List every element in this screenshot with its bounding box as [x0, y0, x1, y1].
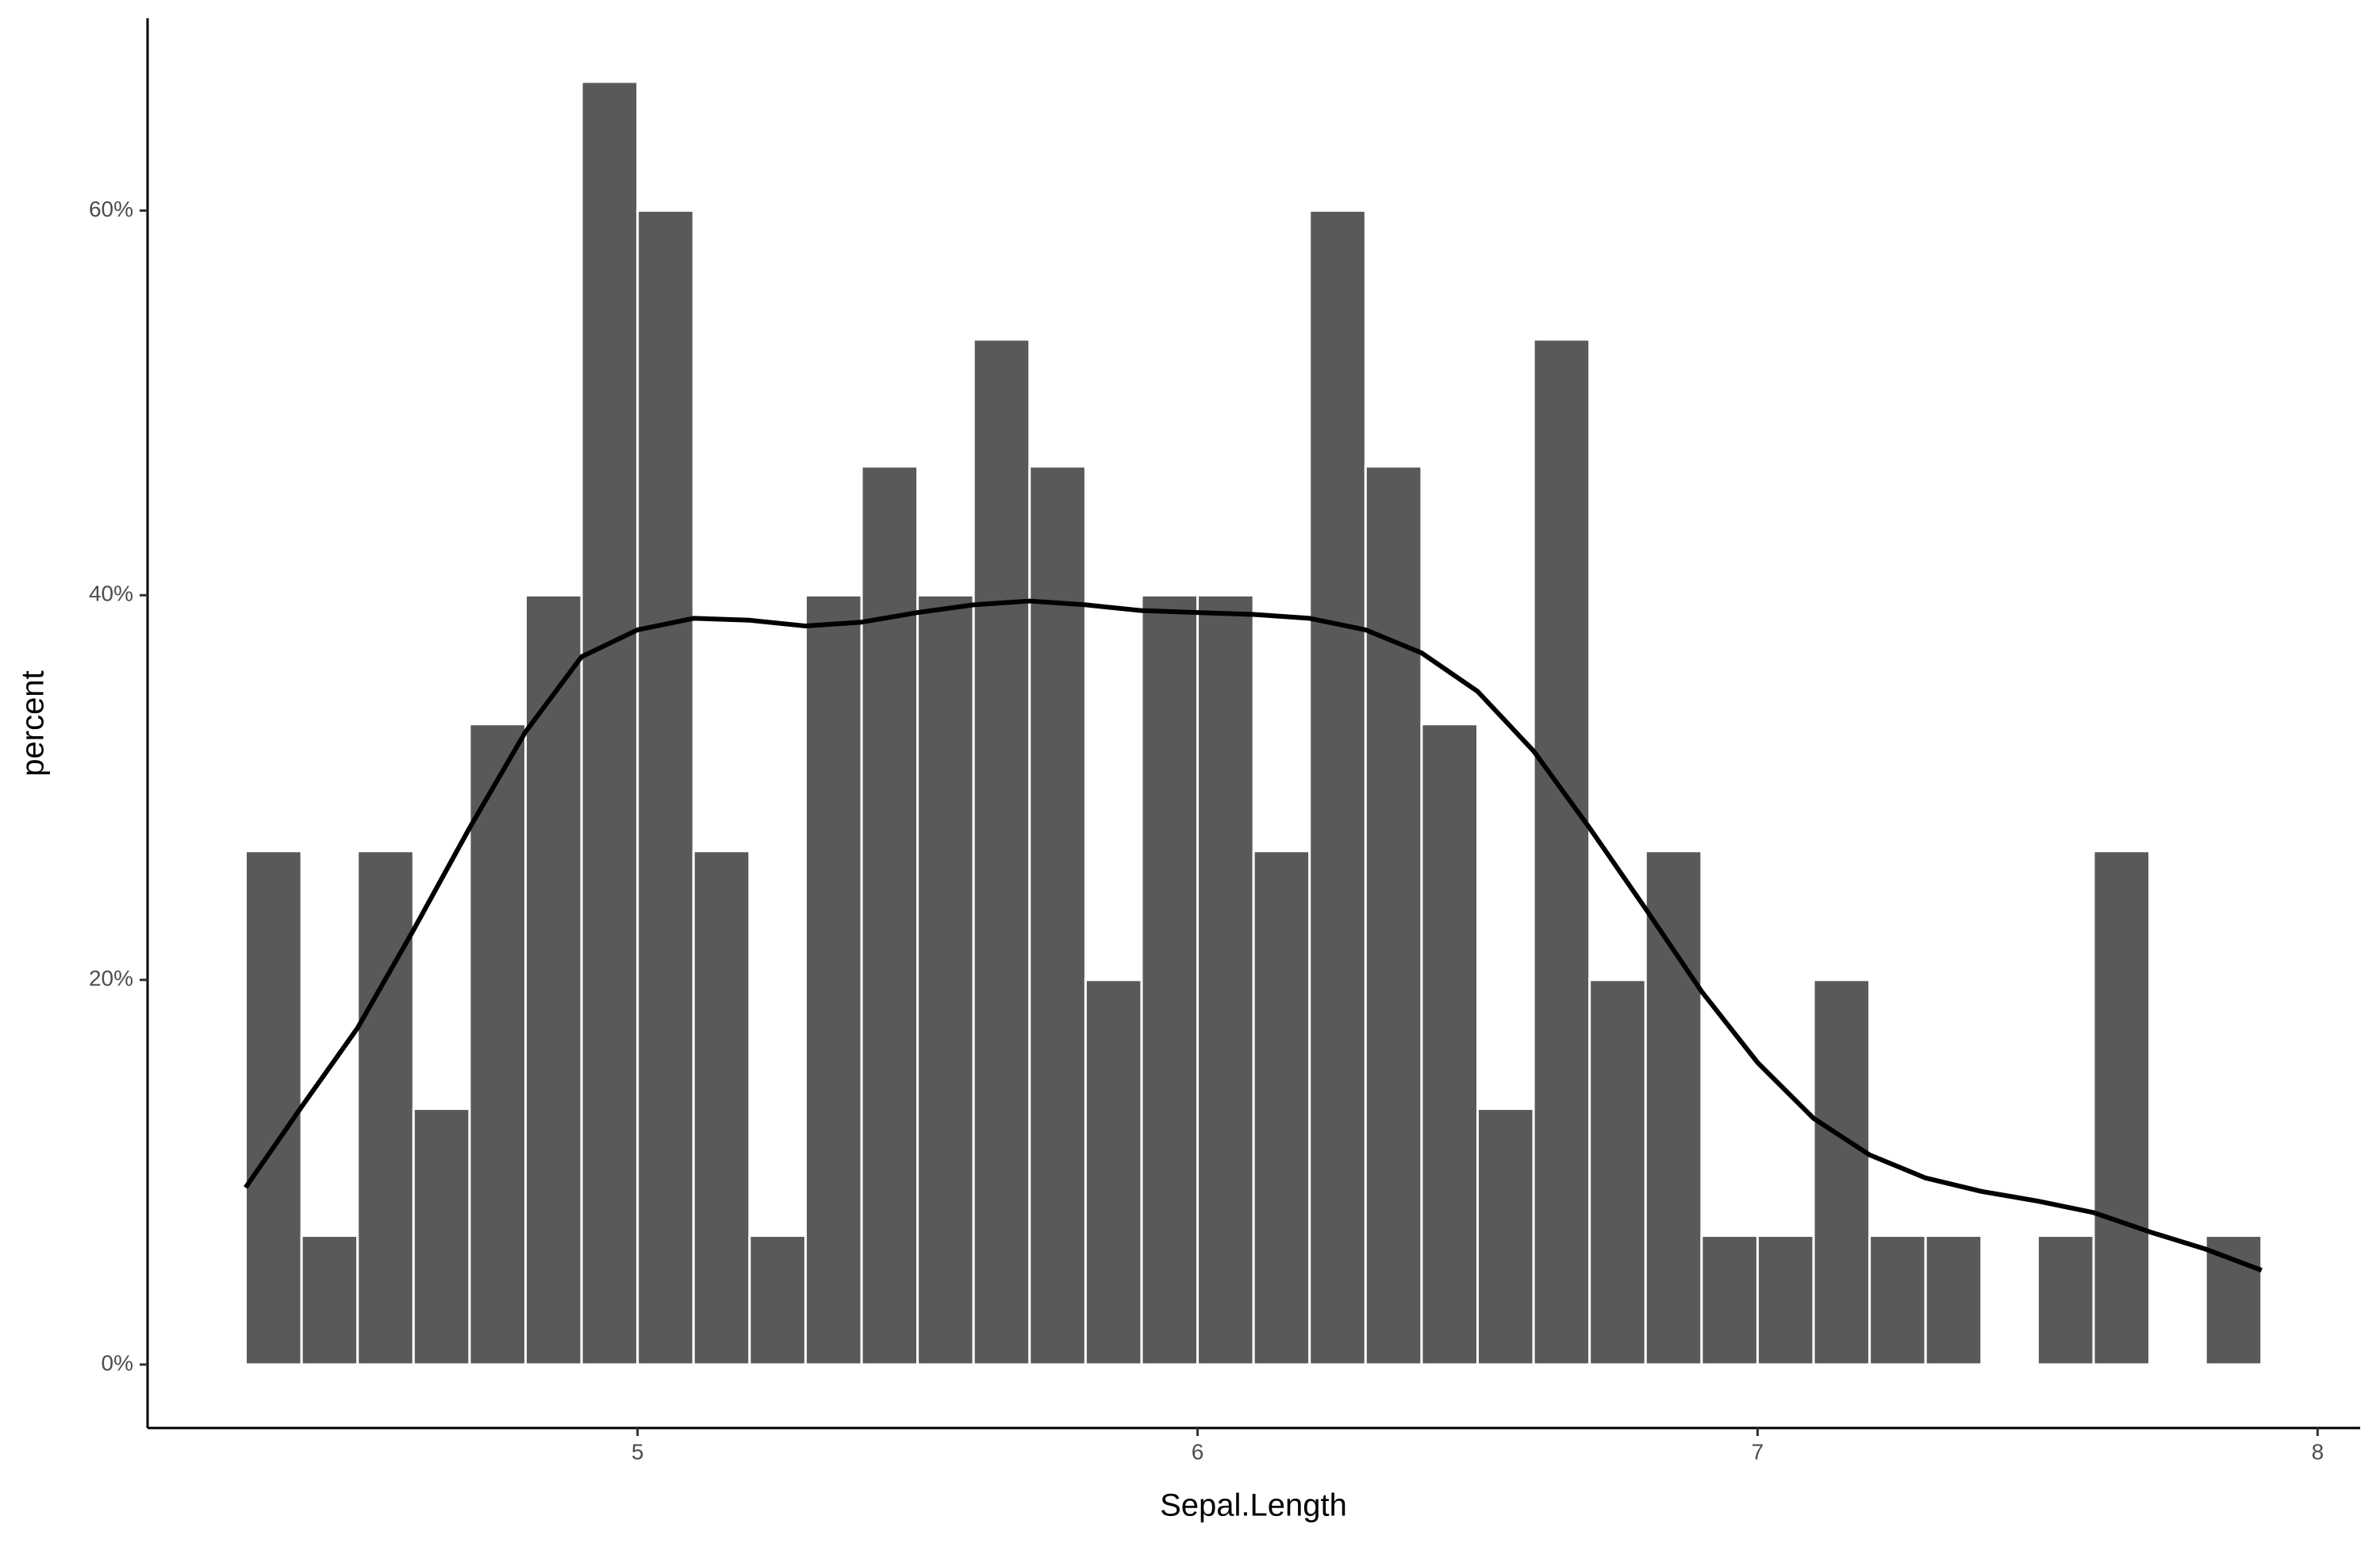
bar [1028, 465, 1087, 1366]
bar [1532, 338, 1591, 1366]
bar [244, 850, 303, 1366]
bar [1476, 1107, 1535, 1366]
bar [916, 593, 975, 1366]
bar [2204, 1234, 2263, 1366]
bar [1364, 465, 1423, 1366]
bar [1308, 209, 1367, 1366]
bar [524, 593, 583, 1366]
x-tick-label: 6 [1192, 1439, 1204, 1464]
y-tick-label: 20% [89, 966, 133, 991]
bar [2092, 850, 2152, 1366]
bar [356, 850, 415, 1366]
bar [1140, 593, 1200, 1366]
bar [1644, 850, 1703, 1366]
x-tick-label: 5 [631, 1439, 644, 1464]
bar [1420, 723, 1480, 1366]
bar [1196, 593, 1255, 1366]
bar [636, 209, 695, 1366]
density-line [244, 598, 2263, 1273]
bar [1084, 978, 1143, 1366]
bar [1252, 850, 1311, 1366]
bar [1588, 978, 1647, 1366]
y-tick-label: 60% [89, 197, 133, 221]
bar [580, 80, 639, 1366]
x-tick-label: 7 [1752, 1439, 1764, 1464]
bar [972, 338, 1031, 1366]
x-tick-label: 8 [2312, 1439, 2324, 1464]
bar [412, 1107, 471, 1366]
bar [860, 465, 919, 1366]
bar [804, 593, 863, 1366]
bar [1756, 1234, 1815, 1366]
bar [1812, 978, 1871, 1366]
y-axis-title: percent [16, 670, 51, 776]
bar [1924, 1234, 1983, 1366]
bar [748, 1234, 807, 1366]
bar [2036, 1234, 2095, 1366]
bar [692, 850, 751, 1366]
y-tick-label: 0% [102, 1350, 133, 1375]
x-axis-title: Sepal.Length [1160, 1488, 1347, 1523]
bar [300, 1234, 359, 1366]
y-tick-label: 40% [89, 582, 133, 606]
bar [1868, 1234, 1927, 1366]
bar [468, 723, 527, 1366]
bar [1700, 1234, 1759, 1366]
